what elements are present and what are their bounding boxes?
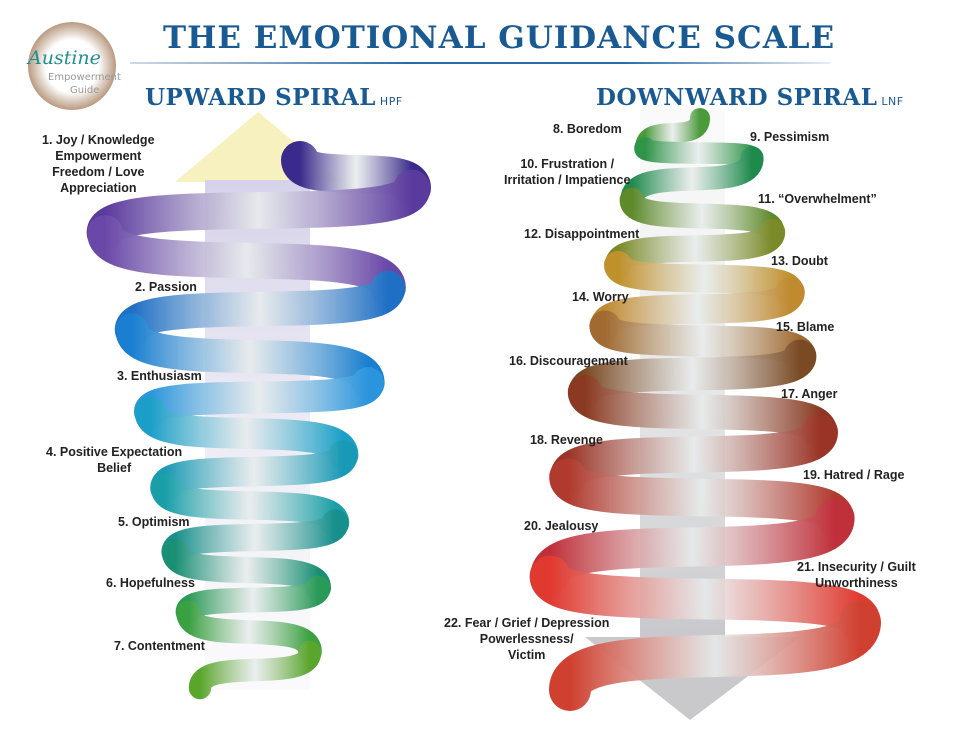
spiral-band: [176, 600, 322, 664]
label-doubt: 13. Doubt: [771, 254, 828, 268]
spiral-band: [589, 310, 816, 372]
label-optimism: 5. Optimism: [118, 515, 190, 529]
upward-heading: UPWARD SPIRAL HPF: [145, 84, 403, 111]
label-pessimism: 9. Pessimism: [750, 130, 830, 144]
label-overwhelment: 11. “Overwhelment”: [758, 192, 877, 206]
label-hopefulness: 6. Hopefulness: [106, 576, 195, 590]
spiral-band: [549, 458, 854, 537]
logo: [26, 20, 118, 112]
label-revenge: 18. Revenge: [530, 433, 603, 447]
label-hatred: 19. Hatred / Rage: [803, 468, 905, 482]
label-insecurity: 21. Insecurity / Guilt Unworthiness: [797, 560, 916, 590]
spiral-band: [550, 414, 838, 495]
title-divider: [130, 62, 830, 64]
spiral-band: [161, 509, 349, 566]
logo-script: Austine: [28, 47, 101, 69]
spiral-band: [150, 440, 358, 503]
spiral-band: [604, 251, 804, 306]
spiral-band: [634, 137, 763, 169]
downward-spiral: [529, 108, 881, 711]
logo-line2: Guide: [70, 85, 100, 96]
label-blame: 15. Blame: [776, 320, 835, 334]
label-joy: 1. Joy / Knowledge Empowerment Freedom / L…: [42, 133, 155, 195]
label-positive-expectation: 4. Positive Expectation Belief: [46, 445, 183, 475]
label-passion: 2. Passion: [135, 280, 197, 294]
label-frustration: 10. Frustration / Irritation / Impatience: [504, 157, 631, 187]
spiral-band: [87, 215, 406, 306]
spiral-band: [549, 601, 881, 711]
label-boredom: 8. Boredom: [553, 122, 622, 136]
label-worry: 14. Worry: [572, 290, 629, 304]
label-enthusiasm: 3. Enthusiasm: [117, 369, 202, 383]
spiral-band: [590, 277, 805, 341]
spiral-band: [188, 640, 322, 700]
upward-spiral: [86, 141, 431, 700]
logo-line1: Empowerment: [48, 72, 121, 83]
spiral-band: [115, 313, 385, 400]
spiral-band: [134, 367, 384, 428]
spiral-band: [175, 575, 331, 625]
label-discouragement: 16. Discouragement: [509, 354, 628, 368]
label-fear: 22. Fear / Grief / Depression Powerlessne…: [444, 616, 610, 662]
page-title: THE EMOTIONAL GUIDANCE SCALE: [163, 20, 836, 56]
downward-heading: DOWNWARD SPIRAL LNF: [596, 84, 904, 111]
spiral-band: [530, 498, 855, 596]
label-anger: 17. Anger: [781, 387, 838, 401]
spiral-band: [86, 169, 431, 252]
label-jealousy: 20. Jealousy: [524, 519, 599, 533]
label-contentment: 7. Contentment: [114, 639, 205, 653]
label-disappointment: 12. Disappointment: [524, 227, 640, 241]
spiral-band: [114, 270, 406, 348]
